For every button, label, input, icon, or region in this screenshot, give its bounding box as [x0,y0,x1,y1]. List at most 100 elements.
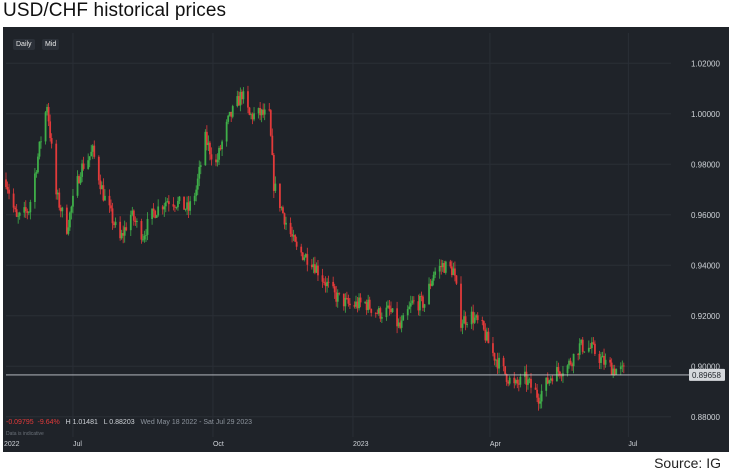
candle-body [406,309,409,316]
candle-body [496,359,499,369]
candle-body [78,176,80,184]
candle-body [227,115,230,122]
candle-body [183,196,185,210]
candle-body [219,147,222,150]
candle-body [387,305,389,308]
x-tick-label: Jul [73,441,82,448]
candle-body [592,342,595,344]
candle-body [314,264,316,273]
candle-body [230,111,233,117]
candle-body [279,183,281,209]
candle-body [589,347,592,349]
candle-body [534,387,537,390]
candle-body [594,343,596,354]
daily-button[interactable]: Daily [13,39,35,50]
last-price-label: 0.89658 [692,371,721,380]
candle-body [193,195,196,202]
chart-panel[interactable]: 1.02000 1.00000 0.98000 0.96000 0.94000 0.920… [3,27,729,452]
candle-body [37,156,39,173]
candle-body [67,227,70,234]
candle-body [301,252,304,260]
candle-body [513,377,516,384]
candle-body [377,308,380,314]
candle-body [560,375,563,377]
mid-button[interactable]: Mid [42,39,60,50]
candle-body [295,241,298,247]
candle-body [344,297,347,307]
candle-body [100,185,103,190]
candle-body [285,222,287,225]
candle-body [412,300,415,302]
candle-body [209,142,211,155]
candle-body [622,365,625,367]
candle-body [548,380,551,384]
candle-body [498,357,500,369]
candle-body [423,304,426,308]
x-tick-label: 2023 [353,441,369,448]
candle-body [380,317,383,319]
candle-body [587,347,590,352]
candle-body [441,263,444,268]
candle-body [472,311,475,323]
candle-body [239,91,242,106]
candle-body [603,355,605,365]
candle-body [422,296,424,308]
change-value: -0.09795 [6,419,34,426]
candle-body [440,265,443,268]
candle-body [178,196,181,201]
candle-body [473,317,476,323]
candle-body [56,192,59,195]
candle-body [323,281,325,283]
candle-body [40,141,42,143]
candle-body [76,176,79,196]
candle-body [119,221,122,239]
candle-body [97,156,100,181]
candle-body [69,212,71,228]
candle-body [38,141,41,157]
candle-body [476,315,479,321]
candle-body [163,206,166,210]
candle-body [408,306,411,310]
chart-title: USD/CHF historical prices [3,0,227,21]
candle-body [251,114,254,120]
candle-body [146,218,149,235]
date-range: Wed May 18 2022 - Sat Jul 29 2023 [140,419,253,426]
candle-body [578,343,581,355]
candle-body [240,91,243,100]
candle-body [34,173,36,202]
candle-body [47,106,50,122]
candle-body [140,221,143,240]
candle-body [324,282,327,287]
candle-body [6,187,9,190]
candle-body [551,378,554,382]
candle-body [58,192,61,208]
candle-body [464,316,467,325]
candle-body [135,221,138,223]
candle-body [164,202,167,207]
y-tick-label: 0.90000 [691,362,720,371]
candlestick-chart[interactable]: 1.02000 1.00000 0.98000 0.96000 0.94000 0.920… [3,27,729,452]
candle-body [247,91,249,108]
candle-body [505,374,508,382]
candle-body [409,303,412,307]
candle-body [271,135,274,155]
candle-body [50,138,53,144]
candle-body [365,302,368,311]
candle-body [228,111,231,116]
candle-body [604,359,607,365]
candle-body [332,281,335,287]
candle-body [257,108,260,114]
low-value: L 0.88203 [103,419,135,426]
candle-body [8,189,10,194]
candle-body [358,297,360,309]
candle-body [310,264,313,268]
y-tick-label: 0.98000 [691,160,720,169]
candle-body [111,208,114,224]
candle-body [207,142,210,146]
candle-body [198,166,201,179]
candle-body [370,308,373,313]
candle-body [280,207,283,209]
candle-body [272,154,275,191]
candle-body [530,378,532,388]
candle-body [492,343,494,354]
